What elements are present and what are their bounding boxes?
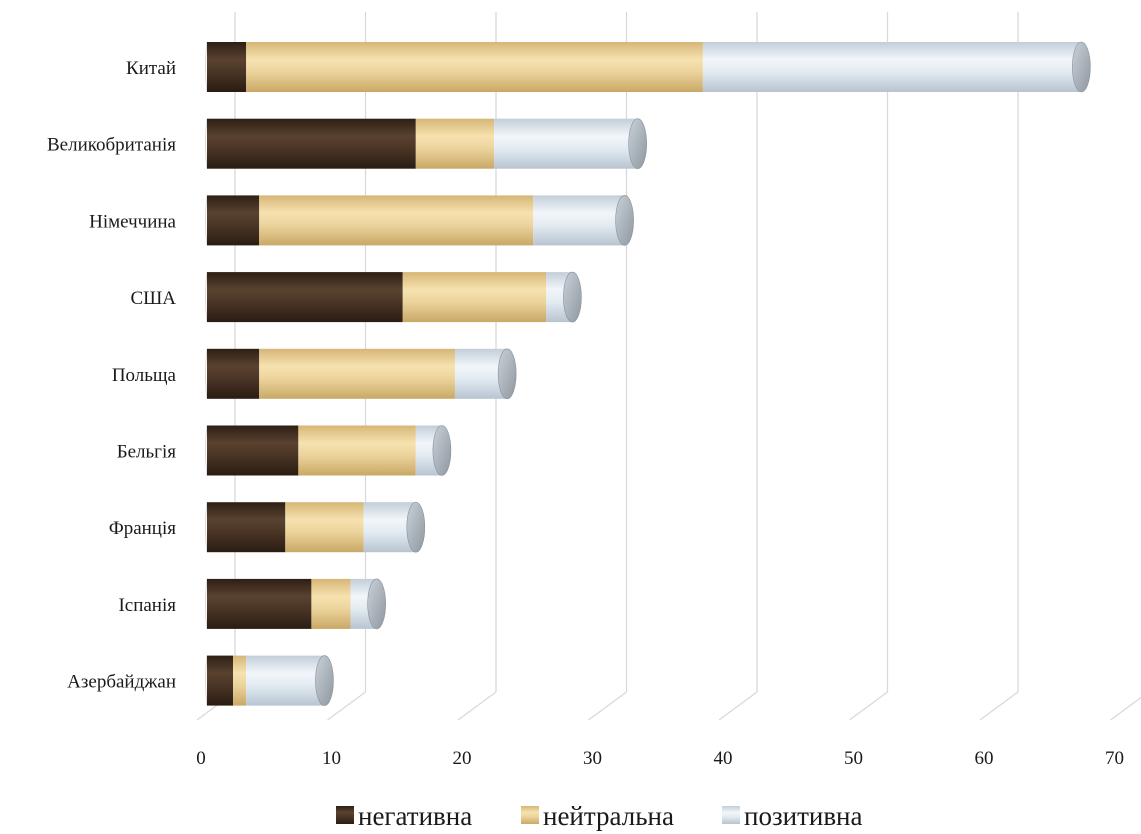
bar-segment — [285, 502, 363, 552]
x-tick-label: 10 — [322, 748, 341, 769]
bar-start-edge — [206, 426, 208, 476]
gridline-floor — [1111, 692, 1141, 720]
bar-segment — [233, 656, 246, 706]
bar-start-edge — [206, 195, 208, 245]
category-label: Німеччина — [89, 211, 176, 232]
bar-segment — [259, 349, 455, 399]
bar-segment — [207, 426, 298, 476]
x-tick-label: 70 — [1105, 748, 1124, 769]
bar-segment — [207, 119, 416, 169]
bar-segment — [311, 579, 350, 629]
bar-group — [206, 656, 334, 706]
category-label: Іспанія — [118, 595, 176, 616]
legend-swatch — [521, 806, 539, 824]
bar-segment — [207, 656, 233, 706]
legend-label: нейтральна — [543, 801, 674, 831]
category-label: Китай — [126, 58, 176, 79]
bar-end-cap — [563, 272, 581, 322]
bar-group — [206, 119, 647, 169]
legend-swatch — [336, 806, 354, 824]
bars — [206, 42, 1091, 706]
category-label: Азербайджан — [67, 672, 176, 693]
bar-segment — [533, 195, 624, 245]
bar-start-edge — [206, 272, 208, 322]
bar-segment — [207, 349, 259, 399]
bar-segment — [703, 42, 1081, 92]
bar-segment — [416, 119, 494, 169]
x-tick-label: 60 — [975, 748, 994, 769]
legend-item: нейтральна — [521, 801, 674, 831]
category-label: США — [130, 288, 176, 309]
bar-group — [206, 502, 425, 552]
legend-label: позитивна — [744, 801, 863, 831]
bar-end-cap — [498, 349, 516, 399]
bar-segment — [298, 426, 415, 476]
x-tick-label: 20 — [453, 748, 472, 769]
bar-end-cap — [629, 119, 647, 169]
legend-swatch — [722, 806, 740, 824]
bar-start-edge — [206, 502, 208, 552]
bar-end-cap — [1072, 42, 1090, 92]
gridline-floor — [850, 692, 888, 720]
gridline-floor — [589, 692, 627, 720]
category-label: Великобританія — [47, 135, 176, 156]
bar-end-cap — [433, 426, 451, 476]
bar-start-edge — [206, 42, 208, 92]
bar-group — [206, 579, 386, 629]
legend-label: негативна — [358, 801, 472, 831]
gridline-floor — [980, 692, 1018, 720]
legend-item: позитивна — [722, 801, 863, 831]
bar-segment — [494, 119, 638, 169]
x-tick-label: 50 — [844, 748, 863, 769]
bar-group — [206, 349, 517, 399]
bar-start-edge — [206, 656, 208, 706]
bar-start-edge — [206, 349, 208, 399]
category-label: Франція — [109, 518, 177, 539]
bar-segment — [246, 656, 324, 706]
bar-segment — [246, 42, 703, 92]
bar-segment — [403, 272, 547, 322]
category-label: Бельгія — [117, 442, 177, 463]
bar-group — [206, 42, 1091, 92]
bar-segment — [207, 502, 285, 552]
gridline-floor — [458, 692, 496, 720]
bar-segment — [207, 195, 259, 245]
category-label: Польща — [112, 365, 177, 386]
gridline-floor — [328, 692, 366, 720]
bar-group — [206, 195, 634, 245]
bar-end-cap — [368, 579, 386, 629]
bar-group — [206, 272, 582, 322]
bar-start-edge — [206, 119, 208, 169]
bar-segment — [207, 42, 246, 92]
category-axis: Китай Великобританія Німеччина США Польща Бел… — [47, 58, 177, 693]
bar-segment — [207, 272, 403, 322]
bar-group — [206, 426, 451, 476]
bar-end-cap — [616, 195, 634, 245]
legend: негативна нейтральна позитивна — [336, 801, 863, 831]
bar-segment — [259, 195, 533, 245]
x-tick-label: 40 — [714, 748, 733, 769]
bar-segment — [207, 579, 311, 629]
x-tick-label: 0 — [196, 748, 206, 769]
bar-end-cap — [315, 656, 333, 706]
gridline-floor — [719, 692, 757, 720]
x-tick-label: 30 — [583, 748, 602, 769]
bar-start-edge — [206, 579, 208, 629]
value-axis: 0 10 20 30 40 50 60 70 — [196, 748, 1124, 769]
legend-item: негативна — [336, 801, 472, 831]
bar-end-cap — [407, 502, 425, 552]
